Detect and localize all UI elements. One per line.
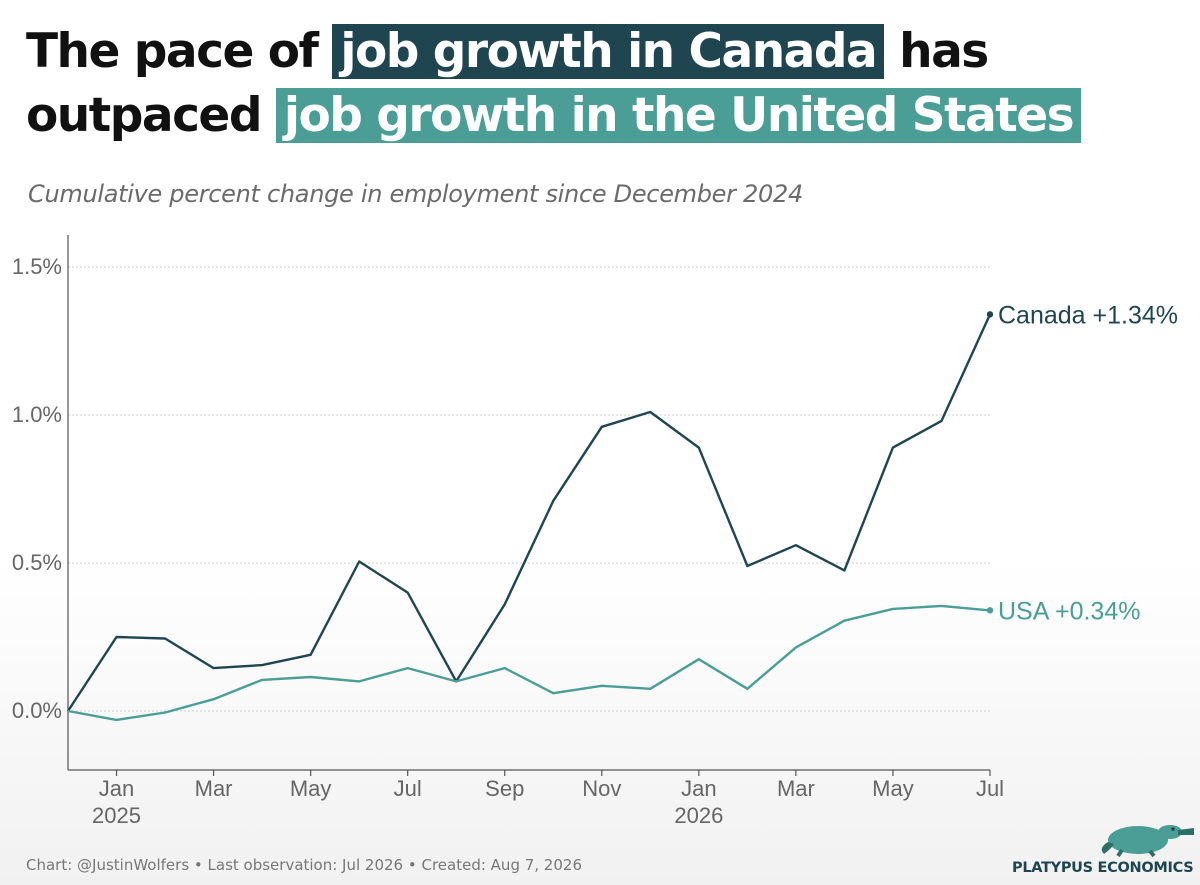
y-tick-label: 0.5% xyxy=(12,550,62,575)
x-tick-label: Nov xyxy=(582,776,621,801)
end-label-canada: Canada +1.34% xyxy=(998,301,1178,329)
end-label-usa: USA +0.34% xyxy=(998,597,1140,625)
series-endpoint-usa xyxy=(986,607,994,614)
chart-subtitle: Cumulative percent change in employment … xyxy=(28,180,803,208)
x-tick-label: Mar xyxy=(777,776,815,801)
series-line-canada xyxy=(66,313,992,712)
series-lines xyxy=(66,311,994,722)
gridlines xyxy=(68,266,990,712)
x-tick-label: Mar xyxy=(195,776,233,801)
title-highlight-usa: job growth in the United States xyxy=(275,88,1082,143)
title-highlight-canada: job growth in Canada xyxy=(332,24,885,79)
y-tick-label: 1.5% xyxy=(12,254,62,279)
y-tick-label: 0.0% xyxy=(12,698,62,723)
title-text-1: The pace of xyxy=(26,24,319,79)
x-tick-label: May xyxy=(872,776,914,801)
x-tick-label: Jan xyxy=(681,776,716,801)
title-text-2: has xyxy=(899,24,989,79)
title-line-2: outpaced job growth in the United States xyxy=(26,84,1186,148)
x-tick-label: Jan xyxy=(99,776,134,801)
logo-text: PLATYPUS ECONOMICS xyxy=(1012,860,1194,876)
chart-credit: Chart: @JustinWolfers • Last observation… xyxy=(26,856,582,874)
end-labels: Canada +1.34% USA +0.34% xyxy=(998,301,1178,625)
title-text-3: outpaced xyxy=(26,88,262,143)
series-line-usa xyxy=(67,604,991,722)
platypus-logo-icon xyxy=(1101,825,1194,858)
series-endpoint-canada xyxy=(986,311,994,318)
x-tick-label: May xyxy=(290,776,332,801)
y-tick-label: 1.0% xyxy=(12,402,62,427)
x-tick-label: Jul xyxy=(976,776,1004,801)
x-tick-year-label: 2026 xyxy=(674,803,723,828)
title-line-1: The pace of job growth in Canada has xyxy=(26,20,1186,84)
x-tick-year-label: 2025 xyxy=(92,803,141,828)
x-tick-label: Sep xyxy=(485,776,524,801)
chart-title: The pace of job growth in Canada has out… xyxy=(26,20,1186,148)
x-tick-label: Jul xyxy=(394,776,422,801)
